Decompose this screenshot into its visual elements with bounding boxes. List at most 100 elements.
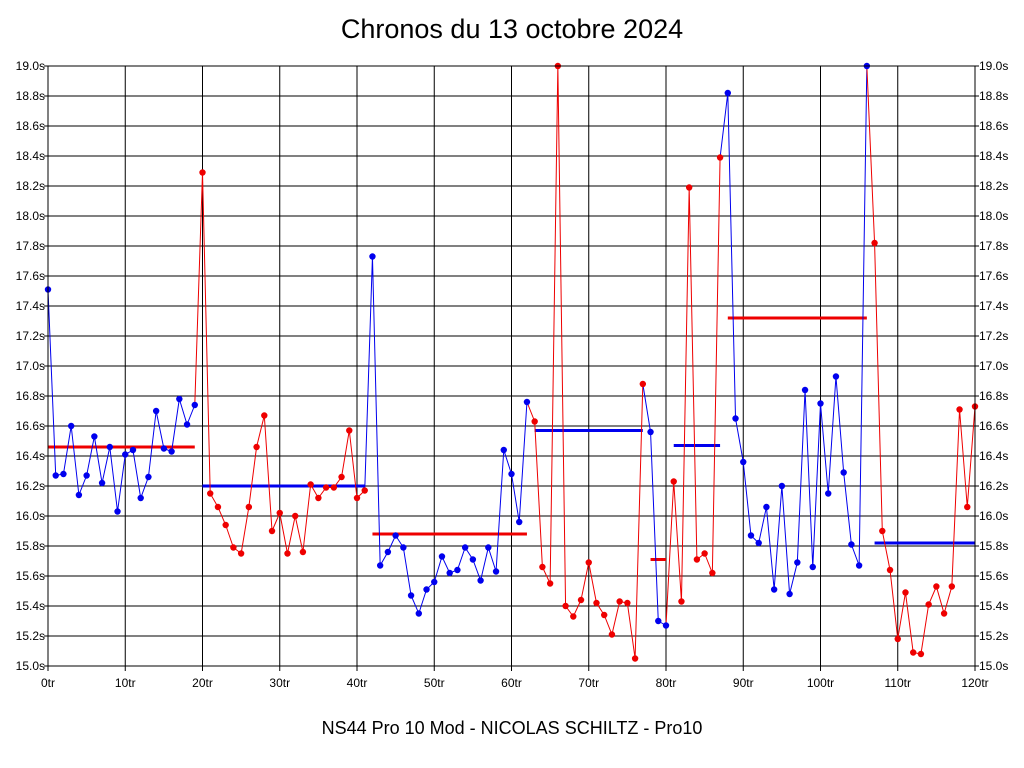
data-point [415, 610, 422, 617]
data-point [647, 428, 654, 436]
data-point [670, 478, 677, 485]
data-point [60, 470, 67, 478]
data-point [747, 532, 755, 539]
data-point [516, 518, 523, 526]
series-line [526, 65, 644, 659]
data-point [245, 503, 253, 511]
x-tick-label: 120tr [961, 676, 988, 690]
data-point [353, 494, 361, 502]
y-tick-label-right: 19.0s [979, 59, 1008, 73]
data-point [230, 544, 237, 551]
data-point [469, 556, 477, 563]
y-tick-label-left: 18.6s [16, 119, 45, 133]
y-tick-label-right: 16.4s [979, 449, 1008, 463]
x-tick-label: 20tr [192, 676, 213, 690]
data-point [152, 407, 160, 415]
y-tick-label-right: 15.8s [979, 539, 1008, 553]
plot-frame [47, 65, 976, 667]
data-point [879, 527, 886, 535]
y-tick-label-left: 18.8s [16, 89, 45, 103]
data-point [794, 559, 801, 566]
y-tick-label-right: 16.2s [979, 479, 1008, 493]
data-point [137, 494, 144, 502]
y-tick-label-left: 16.8s [16, 389, 45, 403]
y-tick-label-left: 15.8s [16, 539, 45, 553]
data-point [199, 169, 206, 176]
data-point [763, 503, 770, 511]
data-point [75, 491, 83, 499]
data-point [369, 253, 376, 260]
x-tick-label: 30tr [269, 676, 290, 690]
series-line [642, 383, 667, 626]
y-tick-label-right: 17.0s [979, 359, 1008, 373]
y-tick-label-right: 18.6s [979, 119, 1008, 133]
data-point [701, 550, 708, 557]
data-point [724, 89, 731, 97]
data-point [809, 563, 816, 571]
y-tick-label-right: 15.0s [979, 659, 1008, 673]
data-point [817, 400, 824, 407]
data-point [848, 541, 855, 548]
y-tick-label-left: 16.4s [16, 449, 45, 463]
y-tick-label-left: 17.0s [16, 359, 45, 373]
data-point [601, 611, 608, 619]
data-point [168, 448, 175, 455]
data-point [122, 451, 129, 458]
data-point [423, 586, 430, 593]
data-point [214, 503, 222, 511]
y-tick-label-right: 18.2s [979, 179, 1008, 193]
data-point [825, 490, 832, 497]
data-point [770, 586, 778, 593]
y-tick-label-left: 18.0s [16, 209, 45, 223]
data-point [740, 458, 747, 466]
data-point [631, 655, 639, 662]
x-tick-label: 50tr [424, 676, 445, 690]
data-point [114, 508, 121, 515]
y-tick-label-right: 18.0s [979, 209, 1008, 223]
data-point [917, 650, 925, 658]
y-tick-label-left: 15.0s [16, 659, 45, 673]
data-point [894, 635, 901, 643]
y-tick-label-left: 15.4s [16, 599, 45, 613]
data-point [338, 473, 345, 481]
y-tick-label-right: 16.0s [979, 509, 1008, 523]
chart-title: Chronos du 13 octobre 2024 [340, 14, 684, 44]
y-tick-label-right: 17.8s [979, 239, 1008, 253]
data-point [778, 482, 786, 490]
data-point [964, 503, 971, 511]
data-point [83, 472, 90, 479]
data-point [933, 583, 940, 590]
data-point [222, 521, 229, 529]
data-point [438, 553, 446, 560]
y-tick-label-left: 16.6s [16, 419, 45, 433]
data-point [307, 481, 314, 488]
data-point [485, 544, 492, 551]
x-tick-label: 0tr [41, 676, 55, 690]
y-tick-label-right: 15.2s [979, 629, 1008, 643]
data-point [871, 239, 878, 247]
data-point [755, 539, 762, 547]
data-point [492, 568, 500, 575]
data-point [786, 590, 793, 598]
data-point [376, 562, 384, 569]
data-point [52, 472, 59, 479]
data-point [384, 548, 392, 556]
data-point [608, 631, 616, 638]
y-tick-label-right: 17.6s [979, 269, 1008, 283]
y-tick-label-right: 16.6s [979, 419, 1008, 433]
y-tick-label-left: 16.0s [16, 509, 45, 523]
x-tick-label: 100tr [807, 676, 834, 690]
data-point [261, 412, 268, 419]
y-tick-label-left: 17.8s [16, 239, 45, 253]
data-point [477, 577, 484, 584]
x-tick-label: 40tr [347, 676, 368, 690]
data-point [655, 617, 662, 625]
data-point [129, 446, 137, 454]
data-point [276, 509, 283, 517]
data-point [925, 601, 932, 608]
y-tick-label-right: 18.4s [979, 149, 1008, 163]
data-point [902, 589, 909, 596]
data-point [461, 544, 469, 551]
data-point [237, 550, 245, 557]
